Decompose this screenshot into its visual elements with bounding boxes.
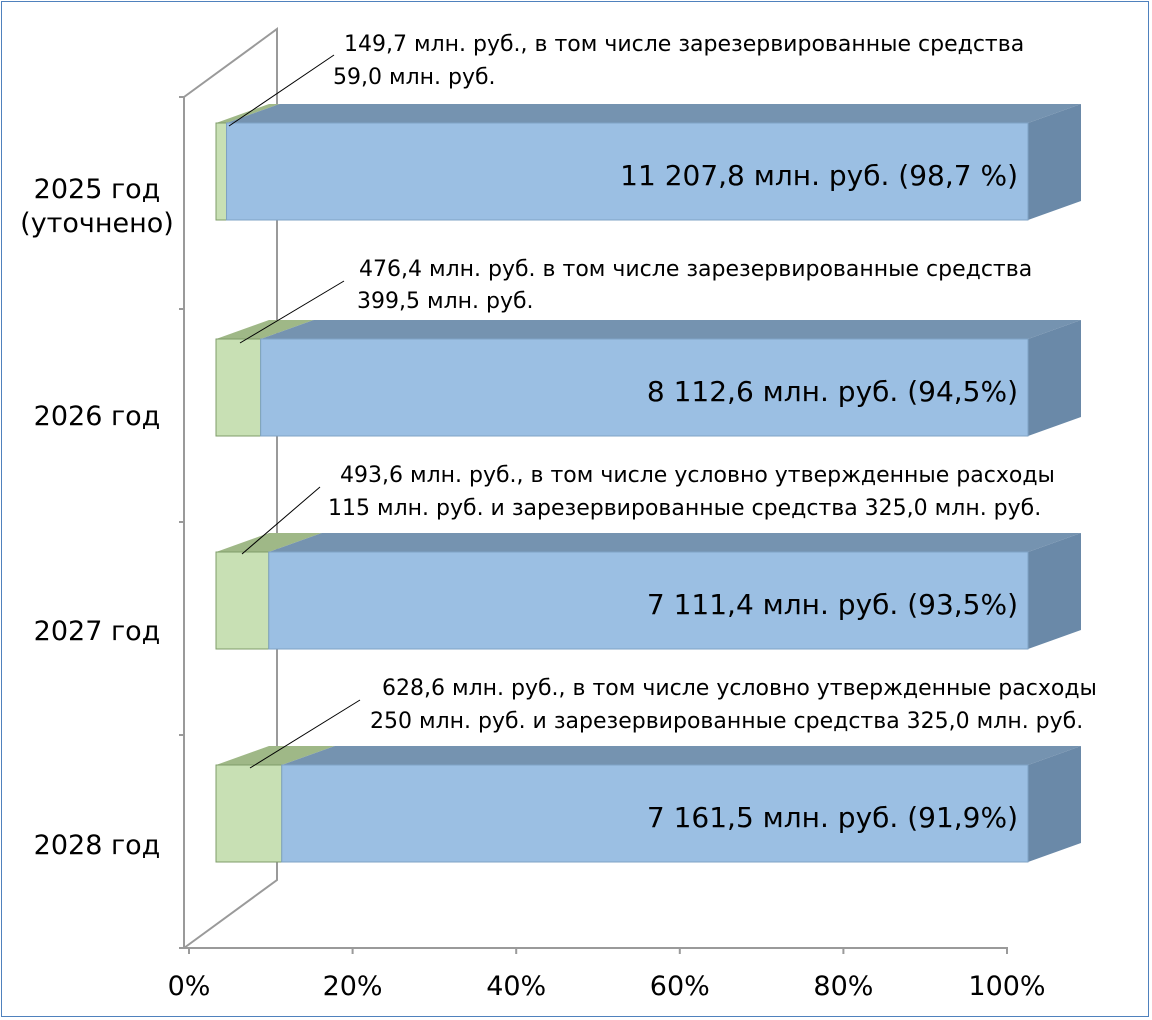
y-tick-label: 2027 год xyxy=(34,616,161,647)
bar-data-label: 8 112,6 млн. руб. (94,5%) xyxy=(647,375,1018,408)
x-tick-label: 80% xyxy=(813,971,873,1002)
bar-segment-small xyxy=(215,551,270,650)
bar-data-label: 7 161,5 млн. руб. (91,9%) xyxy=(647,801,1018,834)
bar-segment-small xyxy=(215,122,228,221)
x-tick-label: 20% xyxy=(323,971,383,1002)
callout-label: 250 млн. руб. и зарезервированные средст… xyxy=(370,709,1083,734)
bar-segment-main-top xyxy=(226,104,1081,123)
y-tick-label: 2025 год xyxy=(34,174,161,205)
callout-line xyxy=(241,486,321,555)
bar-segment-main xyxy=(260,338,1029,437)
bar-segment-main-side xyxy=(1028,320,1081,436)
callout-line xyxy=(239,280,345,344)
callout-label: 59,0 млн. руб. xyxy=(333,65,496,90)
callout-line xyxy=(228,54,335,127)
bar-segment-main xyxy=(268,551,1029,650)
bar-segment-main xyxy=(281,764,1029,863)
y-tick-label: 2028 год xyxy=(34,830,161,861)
bar-data-label: 11 207,8 млн. руб. (98,7 %) xyxy=(620,159,1018,192)
bar-segment-main-top xyxy=(268,533,1081,552)
bar-segment-main-top xyxy=(281,746,1082,765)
bar-segment-small-top xyxy=(216,533,322,552)
bar-segment-main-side xyxy=(1028,533,1081,649)
chart-back-wall xyxy=(183,27,278,949)
x-tick-label: 0% xyxy=(168,971,211,1002)
bar-segment-main xyxy=(226,122,1029,221)
bar-segment-main-side xyxy=(1028,104,1081,220)
bar-segment-main-side xyxy=(1028,746,1081,862)
bar-segment-small xyxy=(215,338,262,437)
callout-label: 115 млн. руб. и зарезервированные средст… xyxy=(328,496,1041,521)
bar-segment-small-top xyxy=(216,320,314,339)
callout-label: 493,6 млн. руб., в том числе условно утв… xyxy=(340,463,1055,488)
callout-label: 149,7 млн. руб., в том числе зарезервиро… xyxy=(344,32,1024,57)
bar-data-label: 7 111,4 млн. руб. (93,5%) xyxy=(647,588,1018,621)
x-tick-label: 40% xyxy=(486,971,546,1002)
bar-segment-small-top xyxy=(216,746,335,765)
x-tick-label: 100% xyxy=(968,971,1045,1002)
callout-label: 399,5 млн. руб. xyxy=(357,289,534,314)
callout-line xyxy=(249,699,361,769)
y-tick-label: (уточнено) xyxy=(20,208,174,239)
callout-label: 628,6 млн. руб., в том числе условно утв… xyxy=(382,676,1097,701)
bar-segment-main-top xyxy=(260,320,1081,339)
callout-label: 476,4 млн. руб. в том числе зарезервиров… xyxy=(359,257,1032,282)
bar-segment-small xyxy=(215,764,283,863)
y-tick-label: 2026 год xyxy=(34,401,161,432)
x-tick-label: 60% xyxy=(650,971,710,1002)
